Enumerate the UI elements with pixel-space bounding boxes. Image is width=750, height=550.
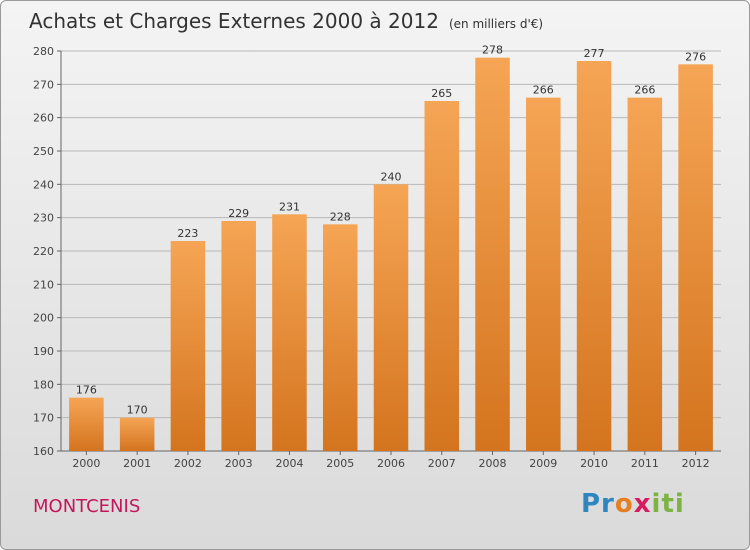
bar [272, 214, 307, 451]
bar [627, 97, 663, 452]
x-tick-label: 2001 [123, 457, 151, 470]
bar-value-label: 228 [330, 210, 351, 223]
y-tick-label: 280 [33, 45, 54, 58]
bar [576, 61, 612, 451]
x-tick-label: 2002 [174, 457, 202, 470]
x-tick-label: 2012 [682, 457, 710, 470]
bar [373, 184, 409, 452]
y-tick-label: 260 [33, 112, 54, 125]
bar-value-label: 266 [533, 84, 554, 97]
bar [69, 397, 104, 451]
y-tick-label: 240 [33, 178, 54, 191]
x-tick-label: 2003 [225, 457, 253, 470]
x-tick-label: 2000 [72, 457, 100, 470]
x-tick-label: 2011 [631, 457, 659, 470]
y-tick-label: 210 [33, 278, 54, 291]
bar-value-label: 176 [76, 384, 97, 397]
bar-layer: 176 170 223 229 231 228 240 265 278 266 277 266 276 [69, 44, 713, 452]
bar-value-label: 277 [584, 47, 605, 60]
bar-value-label: 223 [177, 227, 198, 240]
bar [119, 417, 155, 451]
x-tick-label: 2010 [580, 457, 608, 470]
axis-layer: 160 170 180 190 200 210 220 230 240 250 260 270 280 2… [33, 45, 721, 470]
bar [526, 97, 561, 452]
chart-title: Achats et Charges Externes 2000 à 2012 [29, 9, 439, 33]
y-tick-label: 200 [33, 312, 54, 325]
bar [170, 241, 206, 451]
x-tick-label: 2006 [377, 457, 405, 470]
x-tick-label: 2004 [275, 457, 303, 470]
bar-value-label: 276 [685, 50, 706, 63]
y-tick-label: 270 [33, 78, 54, 91]
bar [221, 221, 256, 451]
bar [424, 101, 460, 451]
bar-value-label: 240 [381, 170, 402, 183]
x-tick-label: 2009 [529, 457, 557, 470]
x-tick-label: 2007 [428, 457, 456, 470]
proxiti-logo: Proxiti [581, 489, 685, 519]
bar-value-label: 278 [482, 44, 503, 57]
y-tick-label: 190 [33, 345, 54, 358]
x-tick-label: 2005 [326, 457, 354, 470]
y-tick-label: 220 [33, 245, 54, 258]
y-tick-label: 180 [33, 378, 54, 391]
bar [475, 57, 510, 452]
bar [678, 64, 713, 452]
bar-value-label: 231 [279, 200, 300, 213]
chart-title-row: Achats et Charges Externes 2000 à 2012 (e… [29, 9, 543, 33]
bar-value-label: 266 [634, 84, 655, 97]
bar-value-label: 265 [431, 87, 452, 100]
y-tick-label: 230 [33, 212, 54, 225]
bar [322, 224, 358, 451]
bar-value-label: 170 [127, 404, 148, 417]
x-tick-label: 2008 [479, 457, 507, 470]
y-tick-label: 160 [33, 445, 54, 458]
chart-subtitle: (en milliers d'€) [448, 17, 544, 31]
y-tick-label: 250 [33, 145, 54, 158]
location-label: MONTCENIS [33, 496, 141, 517]
y-tick-label: 170 [33, 412, 54, 425]
bar-value-label: 229 [228, 207, 249, 220]
